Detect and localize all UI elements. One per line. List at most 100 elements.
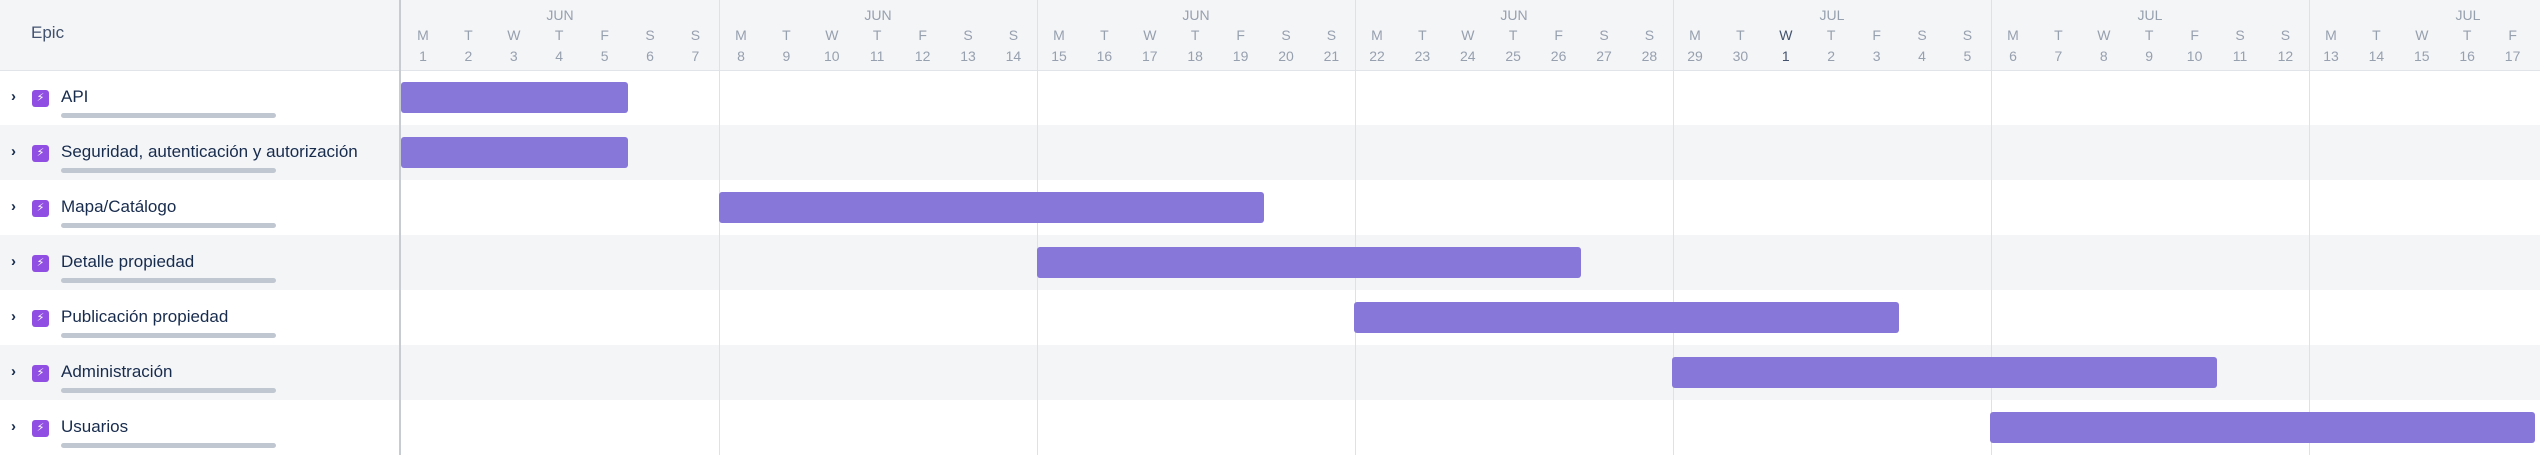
epic-progress-bar <box>61 443 276 448</box>
epic-timeline-bar[interactable] <box>1990 412 2535 443</box>
day-number: 9 <box>782 48 791 64</box>
day-of-week: W <box>825 27 839 43</box>
epic-row[interactable]: › ⚡︎ API <box>0 70 399 125</box>
day-of-week: F <box>918 27 927 43</box>
epic-row[interactable]: › ⚡︎ Seguridad, autenticación y autorizaci… <box>0 125 399 180</box>
epic-timeline-bar[interactable] <box>401 82 628 113</box>
month-label: JUN <box>1182 7 1210 23</box>
epic-name[interactable]: Usuarios <box>61 417 129 436</box>
day-of-week: T <box>1826 27 1836 43</box>
day-of-week: S <box>1326 27 1337 43</box>
epic-name[interactable]: Mapa/Catálogo <box>61 197 177 216</box>
day-of-week: M <box>1689 27 1701 43</box>
epic-name[interactable]: Seguridad, autenticación y autorización <box>61 142 358 161</box>
day-of-week: W <box>507 27 521 43</box>
day-number: 14 <box>1005 48 1022 64</box>
day-number: 13 <box>2323 48 2339 64</box>
epic-progress-bar <box>61 388 276 393</box>
epic-timeline-bar[interactable] <box>1354 302 1900 333</box>
day-number: 15 <box>1051 48 1067 64</box>
day-number: 1 <box>1781 48 1790 64</box>
epic-list-panel: Epic › ⚡︎ API › ⚡︎ Seguridad, autenticación y… <box>0 0 399 455</box>
day-of-week: T <box>2372 27 2381 43</box>
epic-bolt-icon: ⚡︎ <box>32 145 49 162</box>
epic-name[interactable]: Administración <box>61 362 173 381</box>
day-of-week: T <box>2462 27 2472 43</box>
day-number: 29 <box>1687 48 1703 64</box>
week-divider <box>1355 0 1356 455</box>
week-divider <box>2309 0 2310 455</box>
month-label: JUN <box>546 7 574 23</box>
day-number: 22 <box>1369 48 1385 64</box>
epic-name[interactable]: API <box>61 87 89 106</box>
epic-progress-bar <box>61 223 276 228</box>
epic-name[interactable]: Publicación propiedad <box>61 307 229 326</box>
timeline-header: JUN M 1 T 2 W 3 T 4 F 5 S 6 S 7 JUN M 8 T 9 W 10 T 11 F 12 S 13 S 14 J… <box>401 0 2540 71</box>
day-of-week: W <box>1461 27 1475 43</box>
day-of-week: W <box>1779 27 1793 43</box>
day-of-week: T <box>1508 27 1518 43</box>
epic-row[interactable]: › ⚡︎ Usuarios <box>0 400 399 455</box>
chevron-right-icon[interactable]: › <box>11 88 16 105</box>
day-number: 6 <box>2009 48 2017 64</box>
chevron-right-icon[interactable]: › <box>11 308 16 325</box>
epic-timeline-bar[interactable] <box>718 192 1264 223</box>
day-number: 4 <box>555 48 564 64</box>
epic-row[interactable]: › ⚡︎ Mapa/Catálogo <box>0 180 399 235</box>
day-number: 10 <box>824 48 840 64</box>
day-of-week: S <box>1008 27 1019 43</box>
timeline-grid: JUN M 1 T 2 W 3 T 4 F 5 S 6 S 7 JUN M 8 T 9 W 10 T 11 F 12 S 13 S 14 J… <box>401 0 2540 455</box>
day-of-week: T <box>1190 27 1200 43</box>
epic-column-title: Epic <box>31 23 65 42</box>
day-of-week: T <box>1418 27 1427 43</box>
day-number: 14 <box>2368 48 2385 64</box>
day-number: 13 <box>960 48 976 64</box>
panel-resize-handle[interactable] <box>399 0 401 455</box>
day-number: 16 <box>1096 48 1113 64</box>
epic-progress-bar <box>61 333 276 338</box>
day-number: 5 <box>600 48 609 64</box>
day-number: 24 <box>1460 48 1476 64</box>
day-number: 18 <box>1187 48 1203 64</box>
chevron-right-icon[interactable]: › <box>11 198 16 215</box>
epic-bolt-icon: ⚡︎ <box>32 200 49 217</box>
day-number: 7 <box>691 48 700 64</box>
epic-timeline-bar[interactable] <box>401 137 628 168</box>
epic-bolt-icon: ⚡︎ <box>32 310 49 327</box>
day-number: 1 <box>419 48 427 64</box>
day-number: 25 <box>1505 48 1521 64</box>
day-of-week: S <box>1962 27 1973 43</box>
epic-row[interactable]: › ⚡︎ Detalle propiedad <box>0 235 399 290</box>
day-number: 6 <box>646 48 654 64</box>
day-of-week: W <box>1143 27 1157 43</box>
day-number: 17 <box>2504 48 2521 64</box>
epic-progress-bar <box>61 278 276 283</box>
day-number: 7 <box>2054 48 2063 64</box>
chevron-right-icon[interactable]: › <box>11 363 16 380</box>
day-of-week: F <box>1554 27 1563 43</box>
day-of-week: W <box>2097 27 2111 43</box>
month-label: JUN <box>1500 7 1528 23</box>
week-divider <box>1037 0 1038 455</box>
epic-timeline-bar[interactable] <box>1036 247 1582 278</box>
month-label: JUL <box>2137 7 2163 23</box>
epic-timeline-bar[interactable] <box>1672 357 2217 388</box>
epic-row[interactable]: › ⚡︎ Publicación propiedad <box>0 290 399 345</box>
day-of-week: T <box>782 27 791 43</box>
chevron-right-icon[interactable]: › <box>11 143 16 160</box>
day-number: 27 <box>1596 48 1612 64</box>
day-number: 12 <box>2277 48 2294 64</box>
day-of-week: T <box>872 27 882 43</box>
day-number: 3 <box>1872 48 1881 64</box>
day-of-week: T <box>464 27 473 43</box>
day-number: 10 <box>2186 48 2203 64</box>
epic-row[interactable]: › ⚡︎ Administración <box>0 345 399 400</box>
chevron-right-icon[interactable]: › <box>11 253 16 270</box>
day-of-week: S <box>1917 27 1927 43</box>
day-of-week: M <box>417 27 429 43</box>
day-number: 28 <box>1641 48 1658 64</box>
chevron-right-icon[interactable]: › <box>11 418 16 435</box>
day-of-week: S <box>1599 27 1609 43</box>
epic-name[interactable]: Detalle propiedad <box>61 252 195 271</box>
day-of-week: T <box>2054 27 2063 43</box>
